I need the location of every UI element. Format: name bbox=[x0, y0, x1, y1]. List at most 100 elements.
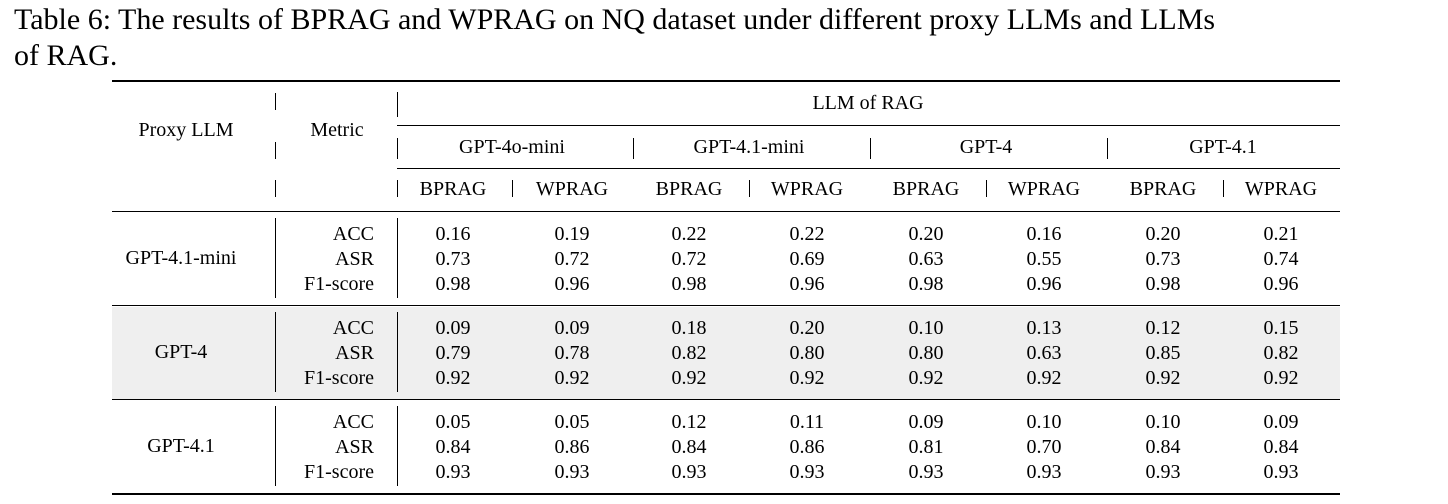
value-cell: 0.96 bbox=[789, 273, 825, 295]
column-divider bbox=[275, 312, 276, 392]
caption-line-1: Table 6: The results of BPRAG and WPRAG … bbox=[14, 3, 1216, 36]
value-cell: 0.12 bbox=[671, 411, 707, 433]
proxy-llm-cell: GPT-4.1 bbox=[147, 435, 215, 457]
value-cell: 0.05 bbox=[554, 411, 590, 433]
column-divider bbox=[397, 218, 398, 298]
value-cell: 0.22 bbox=[671, 223, 707, 245]
value-cell: 0.13 bbox=[1026, 317, 1062, 339]
value-cell: 0.73 bbox=[435, 248, 471, 270]
value-cell: 0.09 bbox=[554, 317, 590, 339]
value-cell: 0.21 bbox=[1263, 223, 1299, 245]
method-header: WPRAG bbox=[770, 178, 844, 200]
value-cell: 0.84 bbox=[671, 436, 707, 458]
column-divider bbox=[275, 93, 276, 110]
column-divider bbox=[1107, 138, 1108, 159]
value-cell: 0.72 bbox=[554, 248, 590, 270]
value-cell: 0.98 bbox=[1145, 273, 1181, 295]
column-divider bbox=[275, 142, 276, 159]
value-cell: 0.81 bbox=[908, 436, 944, 458]
value-cell: 0.63 bbox=[1026, 342, 1062, 364]
value-cell: 0.92 bbox=[671, 367, 707, 389]
value-cell: 0.92 bbox=[1263, 367, 1299, 389]
value-cell: 0.11 bbox=[789, 411, 825, 433]
value-cell: 0.93 bbox=[671, 461, 707, 483]
value-cell: 0.93 bbox=[789, 461, 825, 483]
model-header: GPT-4 bbox=[959, 136, 1013, 158]
value-cell: 0.20 bbox=[908, 223, 944, 245]
column-divider bbox=[397, 312, 398, 392]
top-rule bbox=[112, 80, 1340, 82]
value-cell: 0.63 bbox=[908, 248, 944, 270]
column-divider bbox=[986, 180, 987, 197]
value-cell: 0.20 bbox=[789, 317, 825, 339]
column-divider bbox=[397, 138, 398, 159]
value-cell: 0.12 bbox=[1145, 317, 1181, 339]
method-header: WPRAG bbox=[535, 178, 609, 200]
value-cell: 0.18 bbox=[671, 317, 707, 339]
value-cell: 0.98 bbox=[435, 273, 471, 295]
shaded-band bbox=[112, 307, 1340, 400]
value-cell: 0.10 bbox=[1145, 411, 1181, 433]
value-cell: 0.09 bbox=[435, 317, 471, 339]
column-divider bbox=[275, 180, 276, 197]
value-cell: 0.84 bbox=[1145, 436, 1181, 458]
method-header: BPRAG bbox=[892, 178, 960, 200]
value-cell: 0.82 bbox=[671, 342, 707, 364]
table-caption: Table 6: The results of BPRAG and WPRAG … bbox=[14, 2, 1442, 74]
value-cell: 0.96 bbox=[1026, 273, 1062, 295]
value-cell: 0.09 bbox=[908, 411, 944, 433]
value-cell: 0.96 bbox=[1263, 273, 1299, 295]
column-divider bbox=[397, 180, 398, 197]
column-divider bbox=[633, 138, 634, 159]
model-header: GPT-4o-mini bbox=[459, 136, 565, 158]
column-divider bbox=[275, 406, 276, 486]
value-cell: 0.10 bbox=[908, 317, 944, 339]
proxy-llm-cell: GPT-4 bbox=[154, 341, 208, 363]
column-divider bbox=[397, 92, 398, 117]
metric-cell: F1-score bbox=[304, 367, 374, 389]
column-divider bbox=[275, 218, 276, 298]
value-cell: 0.85 bbox=[1145, 342, 1181, 364]
value-cell: 0.92 bbox=[554, 367, 590, 389]
caption-line-2: of RAG. bbox=[14, 39, 118, 72]
model-header: GPT-4.1-mini bbox=[693, 136, 805, 158]
value-cell: 0.72 bbox=[671, 248, 707, 270]
column-divider bbox=[749, 180, 750, 197]
header-bottom-rule bbox=[112, 211, 1340, 212]
metric-cell: ACC bbox=[332, 411, 374, 433]
model-header: GPT-4.1 bbox=[1189, 136, 1257, 158]
group-rule bbox=[112, 305, 1340, 306]
header-method-rule bbox=[397, 168, 1340, 169]
metric-header: Metric bbox=[310, 119, 364, 141]
value-cell: 0.70 bbox=[1026, 436, 1062, 458]
value-cell: 0.93 bbox=[435, 461, 471, 483]
value-cell: 0.92 bbox=[789, 367, 825, 389]
metric-cell: ASR bbox=[335, 248, 374, 270]
value-cell: 0.86 bbox=[789, 436, 825, 458]
value-cell: 0.92 bbox=[1026, 367, 1062, 389]
value-cell: 0.98 bbox=[908, 273, 944, 295]
value-cell: 0.92 bbox=[435, 367, 471, 389]
method-header: BPRAG bbox=[655, 178, 723, 200]
column-divider bbox=[1223, 180, 1224, 197]
value-cell: 0.93 bbox=[908, 461, 944, 483]
value-cell: 0.93 bbox=[554, 461, 590, 483]
value-cell: 0.80 bbox=[908, 342, 944, 364]
value-cell: 0.98 bbox=[671, 273, 707, 295]
method-header: BPRAG bbox=[419, 178, 487, 200]
llm-of-rag-header: LLM of RAG bbox=[812, 92, 924, 114]
value-cell: 0.69 bbox=[789, 248, 825, 270]
value-cell: 0.09 bbox=[1263, 411, 1299, 433]
method-header: WPRAG bbox=[1244, 178, 1318, 200]
value-cell: 0.82 bbox=[1263, 342, 1299, 364]
value-cell: 0.19 bbox=[554, 223, 590, 245]
value-cell: 0.86 bbox=[554, 436, 590, 458]
metric-cell: ASR bbox=[335, 342, 374, 364]
value-cell: 0.80 bbox=[789, 342, 825, 364]
proxy-llm-cell: GPT-4.1-mini bbox=[125, 247, 237, 269]
value-cell: 0.15 bbox=[1263, 317, 1299, 339]
column-divider bbox=[512, 180, 513, 197]
metric-cell: ACC bbox=[332, 317, 374, 339]
value-cell: 0.78 bbox=[554, 342, 590, 364]
group-rule bbox=[112, 399, 1340, 400]
